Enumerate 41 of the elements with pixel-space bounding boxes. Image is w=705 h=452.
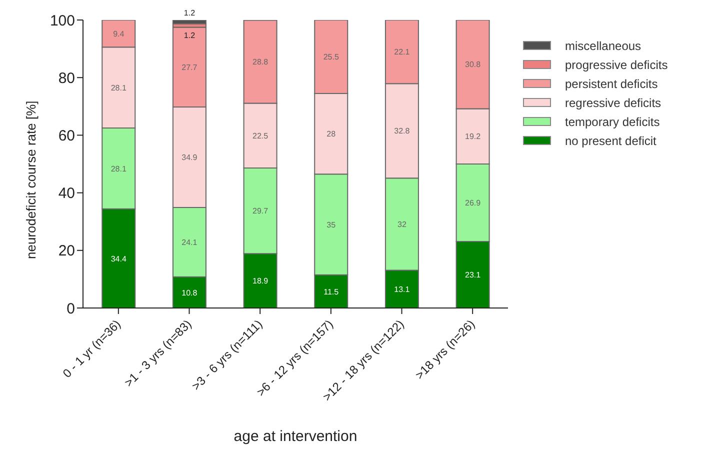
data-label: 1.2 [184, 30, 196, 40]
data-label: 26.9 [465, 198, 482, 208]
data-label: 34.9 [182, 153, 198, 162]
data-label: 29.7 [252, 206, 269, 216]
legend-label: temporary deficits [565, 114, 660, 128]
data-label: 34.4 [110, 254, 127, 264]
data-label: 35 [326, 220, 336, 230]
data-label: 18.9 [252, 276, 269, 286]
legend-label: no present deficit [565, 134, 656, 148]
data-label: 9.4 [113, 29, 125, 38]
legend-label: miscellaneous [565, 38, 642, 52]
data-label: 13.1 [394, 284, 410, 294]
data-label: 32.8 [394, 126, 410, 136]
legend-label: regressive deficits [565, 96, 662, 110]
data-label: 32 [398, 220, 407, 230]
y-axis-title: neurodeficit course rate [%] [24, 100, 39, 259]
data-label: 23.1 [465, 270, 482, 280]
data-label: 28.1 [110, 83, 127, 92]
y-tick-label: 0 [66, 300, 75, 318]
y-tick-label: 100 [50, 12, 75, 30]
legend-label: progressive deficits [565, 58, 668, 72]
data-label: 1.2 [184, 8, 196, 18]
y-tick-label: 20 [58, 242, 75, 260]
legend-label: persistent deficits [565, 76, 658, 90]
data-label: 11.5 [324, 287, 340, 296]
data-label: 28 [326, 130, 336, 139]
x-axis-title: age at intervention [234, 428, 358, 445]
data-label: 27.7 [182, 62, 198, 72]
bar [172, 20, 206, 24]
data-label: 28.1 [110, 164, 127, 174]
data-label: 22.1 [394, 48, 410, 57]
y-tick-label: 60 [58, 128, 75, 145]
data-label: 28.8 [252, 58, 269, 67]
y-tick-label: 40 [58, 185, 75, 202]
data-label: 24.1 [182, 238, 198, 248]
data-label: 10.8 [182, 288, 198, 298]
data-label: 19.2 [465, 132, 482, 142]
data-label: 22.5 [252, 131, 269, 140]
data-label: 25.5 [323, 52, 340, 62]
y-tick-label: 80 [58, 70, 75, 87]
data-label: 30.8 [465, 60, 482, 70]
